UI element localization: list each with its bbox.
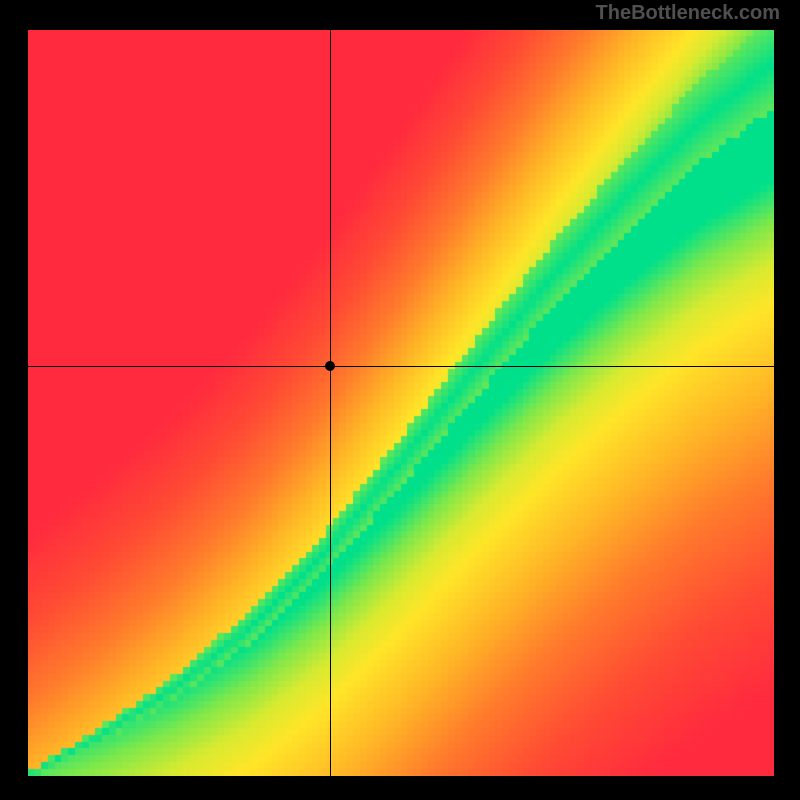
heatmap-plot: [28, 30, 774, 776]
crosshair-marker: [325, 361, 335, 371]
watermark-text: TheBottleneck.com: [596, 2, 780, 25]
heatmap-canvas: [28, 30, 774, 776]
chart-container: TheBottleneck.com: [0, 0, 800, 800]
